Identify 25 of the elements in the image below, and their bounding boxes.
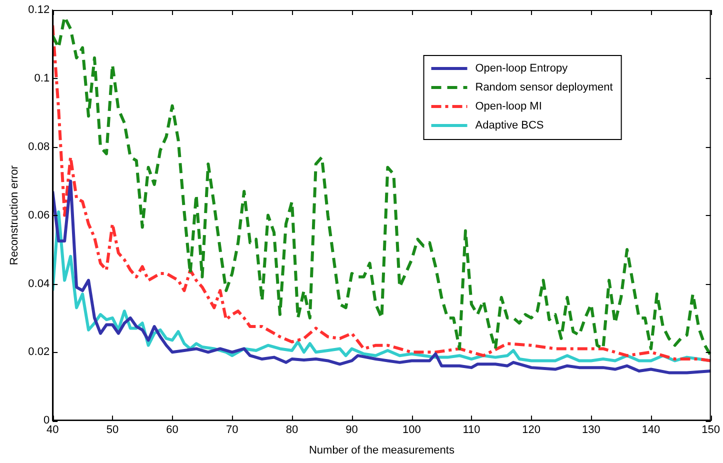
y-tick-label: 0.08 [28,140,50,153]
y-tick-label: 0.06 [28,209,50,222]
x-tick-label: 50 [106,424,119,436]
legend-label: Adaptive BCS [475,120,544,132]
x-tick-label: 80 [286,424,298,436]
x-tick-label: 130 [582,424,600,436]
y-tick-label: 0.12 [28,4,50,16]
y-tick-label: 0.02 [28,346,50,358]
x-tick-label: 60 [166,424,178,436]
legend-label: Random sensor deployment [475,82,613,94]
x-tick-label: 100 [402,424,421,436]
legend-label: Open-loop Entropy [475,62,568,75]
x-axis-title: Number of the measurements [308,444,455,456]
y-tick-label: 0.1 [34,72,50,84]
x-tick-label: 150 [702,424,720,436]
x-tick-label: 140 [642,424,660,436]
y-tick-label: 0.04 [28,278,50,290]
x-tick-label: 90 [346,424,358,436]
legend-label: Open-loop MI [475,100,542,113]
x-tick-label: 110 [462,424,480,436]
y-axis-title: Reconstruction error [8,165,21,266]
y-tick-label: 0 [43,414,50,427]
x-tick-label: 120 [522,424,540,436]
x-tick-label: 40 [46,424,59,436]
x-tick-label: 70 [226,424,238,436]
